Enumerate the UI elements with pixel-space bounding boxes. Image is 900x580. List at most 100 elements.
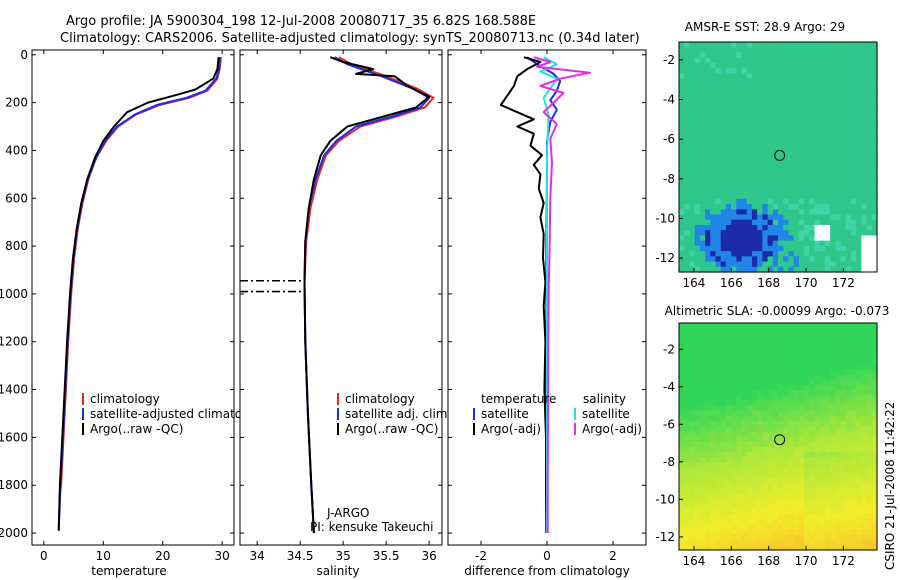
map-cell: [715, 146, 722, 153]
map-cell: [830, 104, 836, 111]
map-cell: [830, 109, 836, 116]
map-cell: [741, 384, 748, 391]
map-cell: [679, 94, 685, 101]
map-cell: [699, 343, 706, 350]
map-cell: [850, 534, 857, 541]
map-cell: [778, 400, 784, 407]
map-cell: [736, 338, 743, 345]
map-cell: [751, 421, 758, 427]
series-line-argo: [303, 56, 431, 534]
map-cell: [736, 57, 743, 64]
map-cell: [798, 534, 805, 541]
map-cell: [845, 136, 852, 142]
map-cell: [679, 251, 685, 257]
map-cell: [783, 524, 790, 530]
map-cell: [751, 251, 758, 257]
map-cell: [793, 73, 800, 80]
x-tick-label: 0: [543, 549, 551, 563]
map-cell: [850, 395, 857, 401]
map-cell: [809, 441, 816, 448]
map-cell: [725, 251, 732, 257]
map-cell: [778, 151, 784, 158]
map-cell: [710, 348, 717, 355]
map-cell: [741, 68, 748, 74]
map-cell: [757, 369, 763, 376]
map-cell: [871, 524, 878, 530]
map-cell: [767, 493, 774, 500]
map-cell: [694, 524, 701, 530]
temperature-lines: [57, 57, 222, 531]
map-cell: [772, 83, 779, 90]
map-cell: [861, 167, 868, 174]
map-cell: [772, 240, 779, 247]
map-cell: [725, 99, 732, 106]
map-cell: [751, 400, 758, 407]
map-cell: [856, 120, 862, 127]
map-cell: [746, 256, 753, 263]
map-cell: [736, 151, 743, 158]
map-cell: [772, 400, 779, 407]
map-cell: [767, 266, 774, 273]
map-cell: [845, 539, 852, 546]
map-cell: [684, 120, 691, 127]
map-cell: [850, 73, 857, 80]
map-cell: [767, 83, 774, 90]
map-cell: [694, 359, 701, 365]
map-cell: [850, 235, 857, 242]
map-cell: [835, 338, 842, 345]
map-cell: [679, 405, 685, 412]
map-cell: [772, 410, 779, 417]
map-cell: [871, 513, 878, 520]
map-cell: [798, 47, 805, 54]
map-cell: [767, 426, 774, 432]
map-cell: [835, 120, 842, 127]
map-cell: [710, 343, 717, 350]
map-cell: [861, 400, 868, 407]
map-cell: [824, 209, 831, 216]
map-cell: [684, 130, 691, 137]
map-cell: [866, 493, 873, 500]
map-cell: [824, 529, 831, 536]
map-cell: [814, 136, 821, 142]
map-cell: [778, 204, 784, 210]
map-cell: [741, 136, 748, 142]
map-cell: [845, 62, 852, 69]
map-cell: [741, 323, 748, 329]
map-cell: [710, 188, 717, 195]
map-cell: [762, 477, 769, 484]
map-cell: [741, 183, 748, 189]
map-cell: [804, 78, 810, 85]
map-cell: [715, 235, 722, 242]
map-cell: [798, 328, 805, 334]
map-cell: [830, 410, 836, 417]
map-cell: [783, 214, 790, 221]
map-cell: [850, 384, 857, 391]
map-cell: [814, 47, 821, 54]
map-cell: [850, 230, 857, 237]
map-cell: [778, 235, 784, 242]
map-cell: [725, 457, 732, 463]
map-cell: [710, 183, 717, 189]
map-cell: [772, 405, 779, 412]
map-cell: [772, 513, 779, 520]
map-cell: [861, 240, 868, 247]
map-cell: [705, 224, 711, 231]
map-cell: [866, 73, 873, 80]
map-cell: [804, 104, 810, 111]
map-cell: [705, 204, 711, 210]
map-cell: [720, 374, 727, 381]
map-cell: [861, 467, 868, 474]
map-cell: [809, 62, 816, 69]
map-cell: [751, 524, 758, 530]
map-cell: [731, 390, 737, 396]
map-cell: [819, 162, 826, 169]
map-cell: [772, 157, 779, 163]
map-cell: [788, 364, 795, 371]
map-cell: [861, 524, 868, 530]
map-cell: [809, 42, 816, 48]
map-cell: [835, 544, 842, 551]
map-cell: [835, 167, 842, 174]
map-cell: [798, 42, 805, 48]
map-cell: [746, 338, 753, 345]
map-cell: [767, 467, 774, 474]
